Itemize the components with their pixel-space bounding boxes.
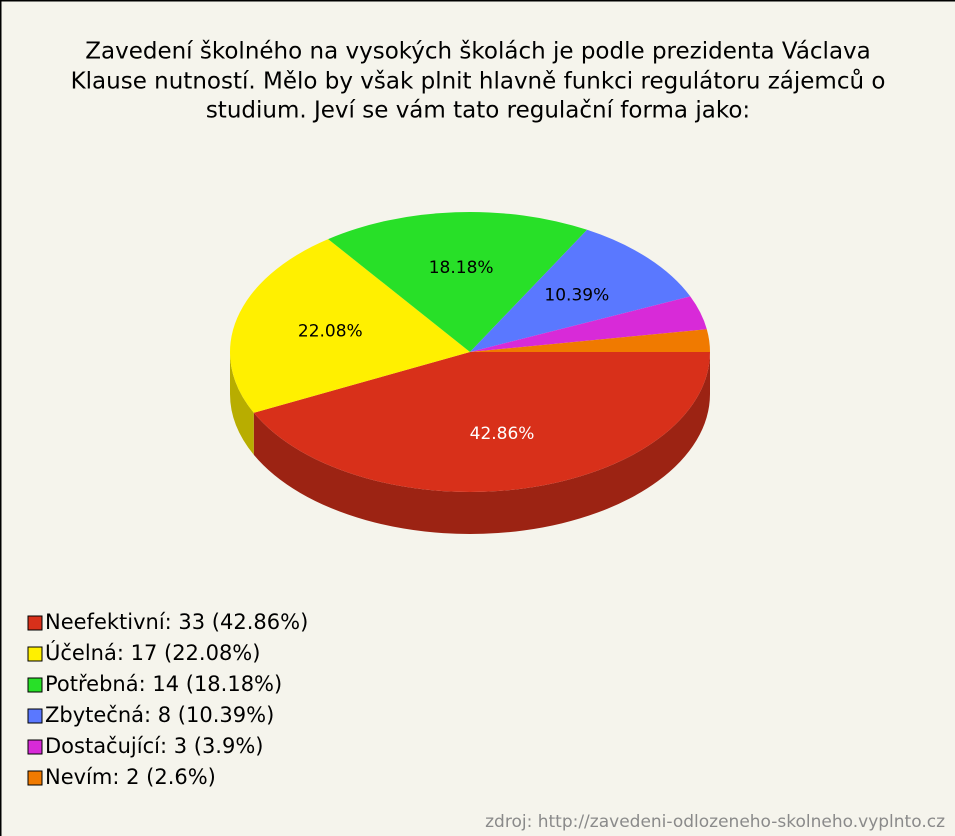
slice-side: [253, 352, 710, 535]
slice: [230, 239, 470, 413]
data-label: 10.39%: [544, 286, 609, 306]
source: zdroj: http://zavedeni-odlozeneho-skolne…: [485, 812, 945, 832]
slice: [470, 329, 710, 352]
slice: [470, 296, 707, 352]
legend-label: Dostačující: 3 (3.9%): [45, 734, 264, 758]
slice-side: [229, 352, 254, 455]
chart-title: Zavedení školného na vysokých školách je…: [85, 39, 871, 65]
data-label: 22.08%: [298, 322, 363, 342]
data-label: 18.18%: [429, 258, 494, 278]
legend-swatch: [27, 739, 43, 755]
legend-swatch: [27, 646, 43, 662]
slice: [253, 352, 710, 493]
slice: [328, 211, 588, 352]
legend-swatch: [27, 708, 43, 724]
legend-label: Zbytečná: 8 (10.39%): [45, 703, 274, 727]
legend-swatch: [27, 615, 43, 631]
data-label: 42.86%: [470, 424, 535, 444]
legend-label: Nevím: 2 (2.6%): [45, 765, 216, 789]
legend-label: Účelná: 17 (22.08%): [45, 640, 260, 665]
legend-label: Potřebná: 14 (18.18%): [45, 672, 282, 696]
legend-label: Neefektivní: 33 (42.86%): [45, 610, 308, 634]
legend-swatch: [27, 677, 43, 693]
chart-title: studium. Jeví se vám tato regulační form…: [206, 98, 750, 124]
legend-swatch: [27, 770, 43, 786]
slice: [470, 229, 691, 352]
chart-title: Klause nutností. Mělo by však plnit hlav…: [71, 68, 886, 95]
